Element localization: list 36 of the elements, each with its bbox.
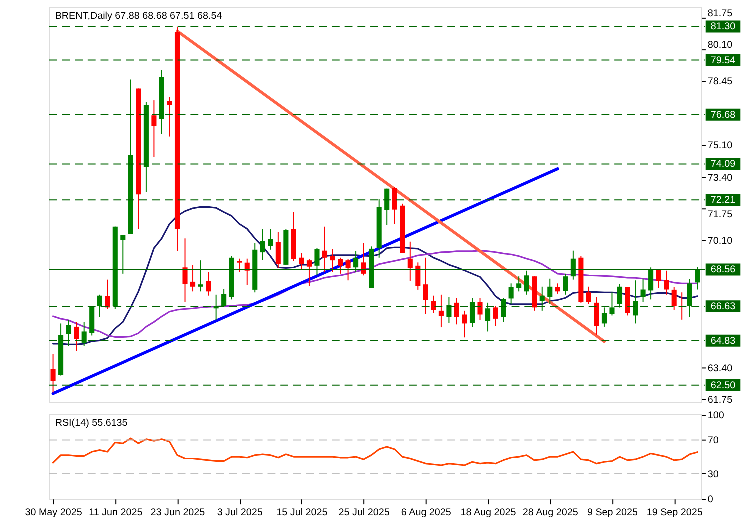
x-tick-label: 30 May 2025 — [25, 507, 83, 518]
y-tick-label: 30 — [708, 469, 720, 480]
y-tick-label: 80.10 — [708, 40, 734, 52]
ref-line-label: 79.54 — [710, 55, 736, 66]
x-tick-label: 25 Jul 2025 — [338, 507, 390, 518]
ref-line-label: 72.21 — [710, 195, 736, 206]
y-tick-label: 73.40 — [708, 172, 734, 184]
x-tick-label: 11 Jun 2025 — [89, 507, 144, 518]
y-tick-label: 100 — [708, 410, 725, 422]
y-tick-label: 78.45 — [708, 76, 734, 88]
y-tick-label: 0 — [708, 494, 714, 506]
ref-line-label: 66.63 — [710, 302, 736, 313]
x-tick-label: 3 Jul 2025 — [217, 507, 264, 518]
y-tick-label: 71.75 — [708, 209, 734, 220]
y-tick-label: 70 — [708, 436, 720, 447]
x-tick-label: 23 Jun 2025 — [150, 507, 206, 518]
ref-line-label: 76.68 — [710, 110, 736, 121]
x-tick-label: 15 Jul 2025 — [276, 507, 328, 518]
ref-line-label: 68.56 — [710, 264, 736, 276]
y-tick-label: 61.75 — [708, 395, 734, 406]
y-tick-label: 75.10 — [708, 140, 734, 152]
ref-line-label: 64.83 — [710, 336, 736, 347]
x-tick-label: 9 Sep 2025 — [587, 507, 638, 518]
y-tick-label: 63.40 — [708, 364, 734, 375]
y-tick-label: 70.10 — [708, 236, 734, 247]
x-tick-label: 18 Aug 2025 — [460, 507, 517, 518]
x-tick-label: 19 Sep 2025 — [646, 507, 704, 518]
chart-title: BRENT,Daily 67.88 68.68 67.51 68.54 — [55, 10, 223, 22]
ref-line-label: 62.50 — [710, 380, 736, 392]
y-tick-label: 81.75 — [708, 8, 734, 20]
x-tick-label: 28 Aug 2025 — [522, 507, 579, 518]
line-series — [52, 438, 698, 466]
chart-title: RSI(14) 55.6135 — [55, 418, 128, 430]
x-tick-label: 6 Aug 2025 — [401, 507, 452, 518]
ref-line-label: 81.30 — [710, 22, 736, 33]
ref-line-label: 74.09 — [710, 159, 736, 170]
